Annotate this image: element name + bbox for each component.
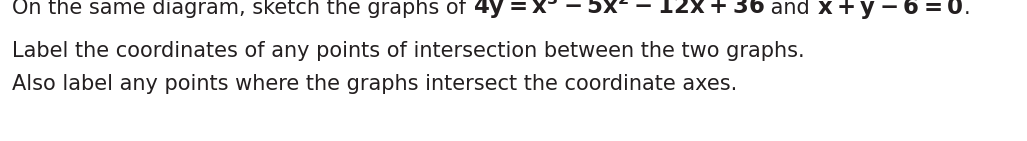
Text: $\mathbf{x + y - 6 = 0}$: $\mathbf{x + y - 6 = 0}$ — [816, 0, 963, 21]
Text: Also label any points where the graphs intersect the coordinate axes.: Also label any points where the graphs i… — [12, 74, 737, 94]
Text: Label the coordinates of any points of intersection between the two graphs.: Label the coordinates of any points of i… — [12, 41, 804, 61]
Text: $\mathbf{4y = x^3 - 5x^2 - 12x + 36}$: $\mathbf{4y = x^3 - 5x^2 - 12x + 36}$ — [472, 0, 764, 21]
Text: and: and — [764, 0, 816, 18]
Text: On the same diagram, sketch the graphs of: On the same diagram, sketch the graphs o… — [12, 0, 472, 18]
Text: .: . — [963, 0, 971, 18]
